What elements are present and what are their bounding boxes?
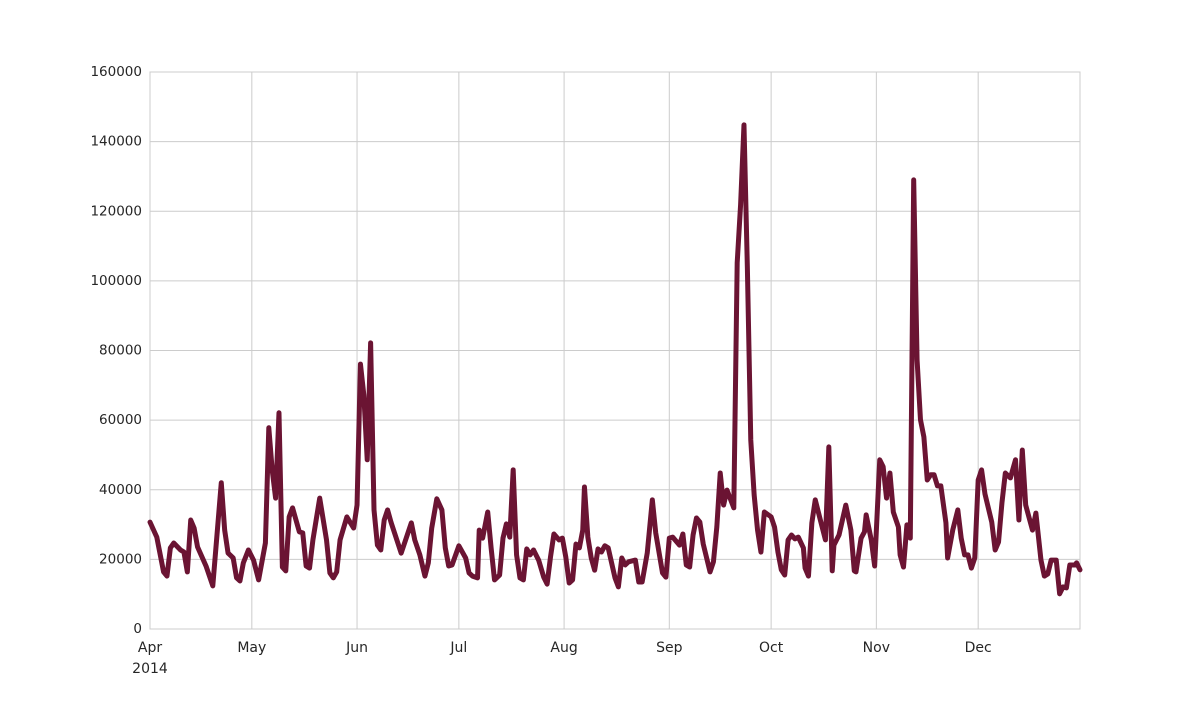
x-tick-label: May <box>237 640 266 656</box>
x-tick-label: Oct <box>759 640 784 656</box>
y-tick-label: 80000 <box>99 343 142 359</box>
y-tick-label: 20000 <box>99 551 142 567</box>
y-tick-label: 160000 <box>90 64 142 80</box>
x-tick-label: Apr 2014 <box>132 640 168 677</box>
data-line <box>147 122 1083 597</box>
x-tick-label: Jul <box>449 640 467 656</box>
x-tick-label: Dec <box>965 640 992 656</box>
x-tick-label: Jun <box>345 640 368 656</box>
x-tick-label: Nov <box>863 640 890 656</box>
y-tick-label: 120000 <box>90 203 142 219</box>
y-tick-label: 60000 <box>99 412 142 428</box>
y-tick-label: 100000 <box>90 273 142 289</box>
y-tick-label: 40000 <box>99 482 142 498</box>
x-tick-label: Sep <box>656 640 683 656</box>
y-tick-label: 0 <box>133 621 142 637</box>
y-tick-label: 140000 <box>90 134 142 150</box>
x-tick-label: Aug <box>550 640 577 656</box>
